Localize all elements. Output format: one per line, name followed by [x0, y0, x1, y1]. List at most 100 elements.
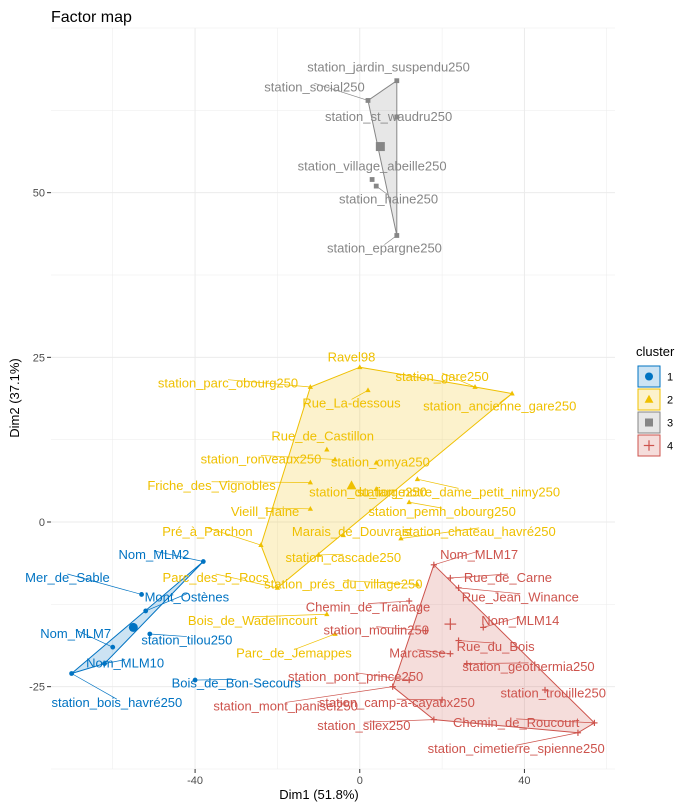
leader-line — [409, 501, 443, 509]
point-marker — [455, 637, 462, 644]
leader-line — [153, 550, 204, 562]
point-label: station_gare250 — [395, 369, 488, 384]
point-label: Chemin_de_Trainage — [306, 600, 431, 615]
cluster-hull-4 — [392, 563, 596, 734]
point-label: station_mont_panisel250 — [213, 698, 358, 713]
point-label: Rue_du_Bois — [457, 639, 536, 654]
legend-symbol-3 — [645, 418, 653, 427]
point-label: station_bois_havré250 — [51, 695, 182, 710]
legend-symbol-2 — [644, 394, 654, 403]
point-marker — [414, 581, 421, 587]
point-marker — [430, 561, 437, 568]
point-label: Mer_de_Sable — [25, 570, 110, 585]
cluster-hull-3 — [367, 79, 398, 236]
point-label: station_silex250 — [317, 718, 410, 733]
point-marker — [69, 671, 74, 676]
point-marker — [143, 608, 149, 614]
x-axis-title: Dim1 (51.8%) — [279, 787, 358, 802]
leader-line — [285, 686, 393, 703]
x-tick-label: 0 — [357, 775, 363, 787]
leader-line — [318, 553, 344, 556]
point-label: Rue_Jean_Winance — [462, 590, 579, 605]
point-marker — [414, 476, 421, 482]
x-tick-label: -40 — [187, 775, 203, 787]
grid-lines — [51, 27, 615, 770]
point-marker — [463, 660, 470, 667]
point-label: Parc_des_5_Rocs — [163, 570, 270, 585]
point-marker — [332, 456, 338, 462]
cluster-center-marker — [375, 142, 385, 152]
point-label: Nom_MLM10 — [86, 656, 164, 671]
point-label: station_tilou250 — [141, 633, 232, 648]
point-label: Nom_MLM14 — [481, 613, 559, 628]
cluster-hull-1 — [71, 561, 204, 674]
point-label: Marais_de_Douvrais — [292, 524, 412, 539]
leader-line — [450, 573, 508, 579]
point-label: station_trouille250 — [500, 685, 606, 700]
point-marker — [406, 597, 413, 605]
point-marker — [200, 559, 206, 564]
point-label: station_pont_prince250 — [288, 669, 423, 684]
point-label: Bois_de_Wadelincourt — [188, 613, 318, 628]
point-label: Nom_MLM2 — [119, 547, 190, 562]
leader-line — [195, 679, 237, 681]
leader-line — [483, 616, 521, 628]
point-label: station_epargne250 — [327, 241, 442, 256]
point-marker — [147, 631, 153, 637]
leader-line — [363, 719, 434, 723]
y-tick-label: -25 — [29, 682, 45, 694]
x-tick-label: 40 — [518, 775, 530, 787]
leader-line — [458, 587, 521, 595]
point-label: station_social250 — [264, 79, 364, 94]
legend-title: cluster — [636, 344, 675, 359]
leader-line — [343, 580, 418, 585]
leader-line — [516, 718, 595, 724]
point-marker — [406, 499, 412, 505]
point-marker — [315, 552, 322, 557]
leader-line — [396, 698, 443, 701]
point-label: station_pemh_obourg250 — [368, 504, 515, 519]
y-axis-title: Dim2 (37.1%) — [7, 358, 22, 437]
point-label: Bois_de_Bon-Secours — [172, 675, 302, 690]
point-marker — [394, 78, 400, 84]
point-label: station_cimetierre_spienne250 — [428, 741, 605, 756]
point-label: Ravel98 — [328, 349, 376, 364]
leader-line — [71, 673, 118, 700]
point-label: station_jardin_suspendu250 — [307, 60, 470, 75]
point-marker — [369, 177, 375, 182]
point-label: Pré_à_Parchon — [162, 524, 252, 539]
point-marker — [373, 183, 379, 189]
leader-line — [417, 478, 459, 489]
leader-line — [149, 633, 187, 637]
point-label: Parc_de_Jemappes — [236, 646, 352, 661]
point-label: station_notre_dame_petit_nimy250 — [357, 484, 560, 499]
point-marker — [332, 631, 338, 636]
point-label: Chemin_de_Roucourt — [453, 715, 580, 730]
point-label: station_cascade250 — [285, 550, 401, 565]
point-marker — [422, 627, 429, 634]
leader-line — [355, 672, 410, 681]
point-marker — [139, 592, 144, 597]
leader-line — [466, 662, 529, 664]
leader-line — [376, 626, 426, 632]
axis-ticks: -40 0 40 -25 0 25 50 — [29, 188, 530, 787]
point-label: station_chateau_havré250 — [403, 524, 556, 539]
point-marker — [324, 611, 330, 617]
point-marker — [455, 584, 462, 591]
leader-line — [215, 573, 278, 589]
point-marker — [307, 479, 313, 485]
point-marker — [591, 719, 598, 727]
point-label: Rue_de_Castillon — [271, 428, 374, 443]
point-marker — [357, 364, 363, 370]
leader-line — [260, 455, 336, 460]
point-label: station_prés_du_village250 — [264, 577, 422, 592]
point-label: station_parc_obourg250 — [158, 376, 298, 391]
point-label: Rue_La-dessous — [302, 395, 401, 410]
point-label: Nom_MLM17 — [440, 547, 518, 562]
legend-label-4: 4 — [667, 441, 673, 453]
point-marker — [574, 729, 582, 736]
point-label: station_omya250 — [331, 455, 430, 470]
point-label: Friche_des_Vignobles — [147, 478, 276, 493]
point-marker — [340, 532, 346, 538]
